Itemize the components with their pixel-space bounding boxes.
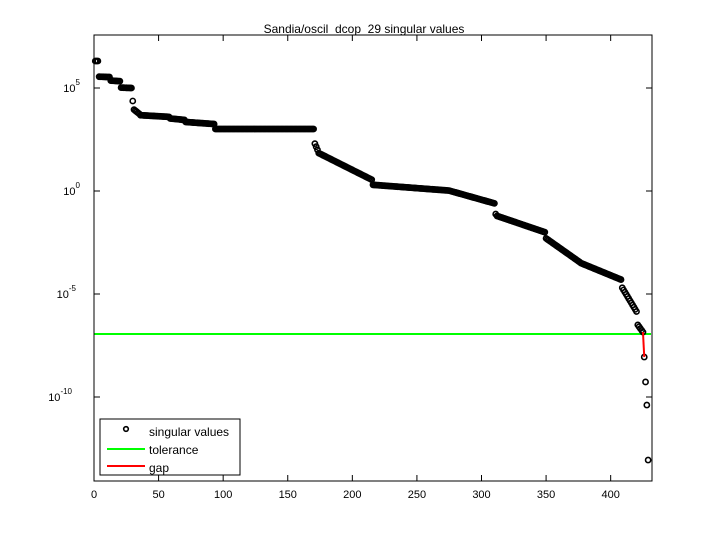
data-point — [643, 401, 651, 409]
x-tick-label: 200 — [343, 489, 361, 501]
y-axis-tick-labels: 105 100 10-5 10-10 — [48, 78, 80, 404]
data-point — [129, 97, 137, 105]
x-tick-label: 150 — [279, 489, 297, 501]
gap-segment — [641, 332, 646, 358]
data-point — [310, 125, 317, 133]
x-tick-label: 350 — [537, 489, 555, 501]
y-tick-label: 100 — [63, 181, 80, 198]
legend-label-singular-values: singular values — [149, 425, 229, 439]
data-point — [491, 199, 498, 207]
axis-ticks — [93, 35, 652, 481]
singular-values-series — [91, 57, 652, 464]
y-tick-label: 10-10 — [48, 387, 72, 404]
data-point — [644, 456, 652, 464]
data-point — [541, 228, 549, 236]
legend: singular values tolerance gap — [99, 418, 241, 476]
y-tick-label: 10-5 — [57, 284, 77, 301]
data-point — [116, 77, 124, 85]
x-tick-label: 250 — [408, 489, 426, 501]
x-tick-label: 50 — [152, 489, 164, 501]
legend-marker-singular-values — [122, 425, 130, 433]
legend-label-tolerance: tolerance — [149, 443, 199, 457]
x-tick-label: 300 — [472, 489, 490, 501]
gap-line — [641, 332, 646, 358]
x-tick-label: 0 — [91, 489, 97, 501]
data-point — [617, 276, 625, 283]
x-tick-label: 100 — [214, 489, 232, 501]
data-point — [633, 308, 640, 315]
y-tick-label: 105 — [63, 78, 80, 95]
data-point — [128, 84, 135, 92]
x-axis-tick-labels: 0 50 100 150 200 250 300 350 400 — [91, 489, 620, 501]
data-point — [642, 378, 649, 386]
legend-label-gap: gap — [149, 461, 169, 475]
plot-area: 0 50 100 150 200 250 300 350 400 105 100 10-5 10-10 — [48, 34, 653, 501]
x-tick-label: 400 — [601, 489, 619, 501]
data-point — [94, 57, 102, 65]
axes-frame — [93, 34, 653, 482]
chart-title: Sandia/oscil_dcop_29 singular values — [264, 22, 465, 36]
